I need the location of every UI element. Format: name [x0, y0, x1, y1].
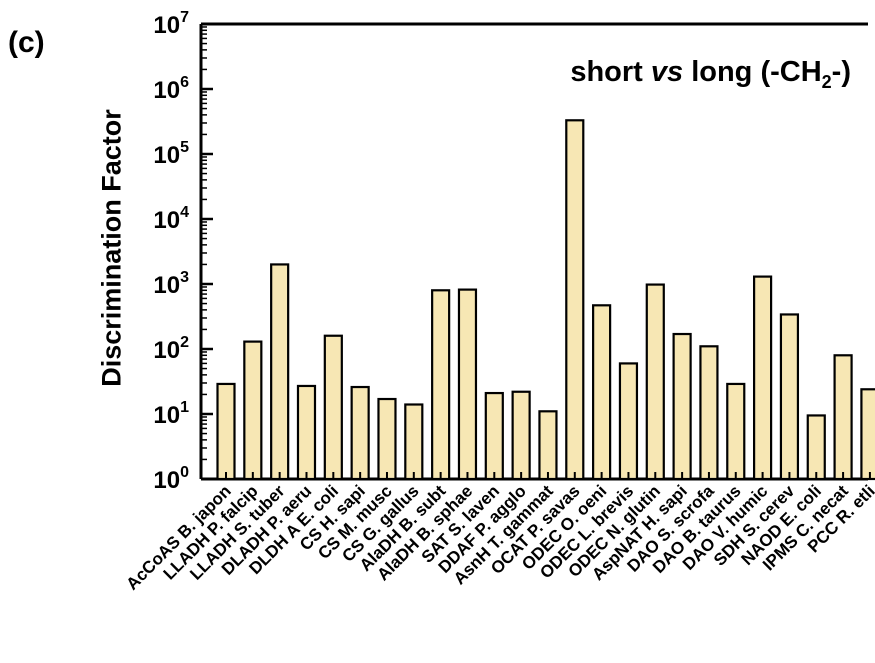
chart-annotation: short vs long (-CH2-) [570, 56, 851, 93]
bar [565, 119, 585, 481]
y-tick-label-base: 10 [153, 207, 180, 234]
bar [377, 397, 397, 481]
bar [538, 410, 558, 481]
bar [672, 332, 692, 481]
bar [457, 288, 478, 481]
bar [833, 354, 853, 481]
bar [618, 362, 639, 481]
y-tick-label: 105 [153, 139, 189, 169]
bar [216, 382, 236, 481]
y-tick-label: 107 [153, 9, 189, 39]
annotation-middle: long (-CH [683, 56, 822, 88]
y-tick-label-base: 10 [153, 272, 180, 299]
y-tick-label: 100 [153, 464, 189, 494]
y-tick-label-base: 10 [153, 467, 180, 494]
bar [404, 403, 424, 481]
bar [645, 283, 665, 481]
y-tick-label-exponent: 2 [180, 334, 189, 351]
bar [779, 313, 800, 481]
y-tick-label-base: 10 [153, 12, 180, 39]
y-tick-label: 106 [153, 74, 189, 104]
y-tick-label: 104 [153, 204, 189, 234]
panel-label: (c) [8, 26, 45, 59]
bar [806, 414, 826, 481]
bar [592, 304, 612, 481]
y-tick-label-exponent: 5 [180, 139, 189, 156]
bar [511, 390, 531, 481]
bar [484, 391, 504, 481]
bar [350, 385, 370, 481]
bar [431, 289, 451, 481]
y-tick-label-base: 10 [153, 142, 180, 169]
y-tick-label-exponent: 1 [180, 399, 189, 416]
bar [270, 263, 290, 481]
bar [726, 382, 746, 481]
y-tick-label-base: 10 [153, 77, 180, 104]
y-tick-label: 102 [153, 334, 189, 364]
y-tick-label-base: 10 [153, 337, 180, 364]
bar [243, 340, 263, 481]
y-tick-label-exponent: 0 [180, 464, 189, 481]
annotation-suffix: -) [831, 56, 851, 88]
annotation-vs: vs [650, 56, 684, 88]
bar [860, 388, 875, 481]
y-tick-label-exponent: 6 [180, 74, 189, 91]
bar [699, 345, 719, 481]
bar [752, 275, 773, 481]
bar [296, 384, 317, 481]
bar [323, 334, 343, 481]
y-tick-label-exponent: 7 [180, 9, 189, 26]
annotation-prefix: short [570, 56, 651, 88]
y-tick-label: 101 [153, 399, 189, 429]
y-tick-label-base: 10 [153, 402, 180, 429]
y-tick-label-exponent: 4 [180, 204, 189, 221]
annotation-subscript: 2 [821, 71, 832, 92]
y-tick-label: 103 [153, 269, 189, 299]
y-tick-label-exponent: 3 [180, 269, 189, 286]
